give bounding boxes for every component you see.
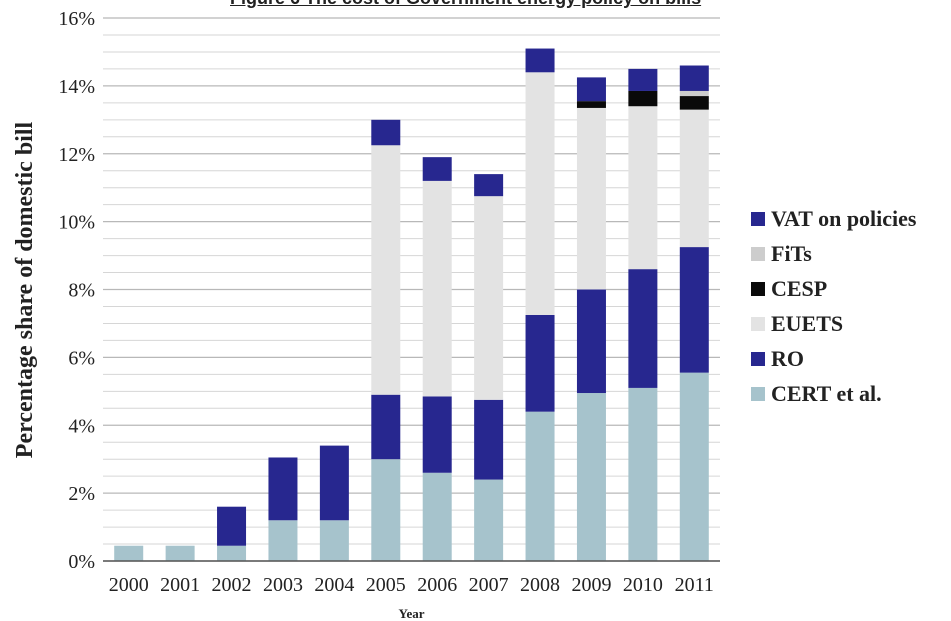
legend-swatch xyxy=(751,352,765,366)
bar-segment xyxy=(268,457,298,521)
bar-segment xyxy=(422,396,452,473)
bar-segment xyxy=(371,119,401,146)
x-tick-label: 2008 xyxy=(520,574,560,596)
bar-segment xyxy=(525,48,555,73)
bar-segment xyxy=(371,145,401,395)
x-tick-label: 2006 xyxy=(417,574,457,596)
y-tick-label: 0% xyxy=(68,551,95,573)
legend-swatch xyxy=(751,282,765,296)
x-tick-label: 2002 xyxy=(212,574,252,596)
y-tick-label: 14% xyxy=(58,76,95,98)
y-tick-label: 4% xyxy=(68,415,95,437)
bar-segment xyxy=(474,479,504,561)
legend-label: EUETS xyxy=(771,311,843,336)
x-tick-label: 2003 xyxy=(263,574,303,596)
x-tick-label: 2000 xyxy=(109,574,149,596)
legend-label: VAT on policies xyxy=(771,206,917,231)
legend-swatch xyxy=(751,247,765,261)
legend-label: CESP xyxy=(771,276,827,301)
bar-segment xyxy=(679,372,709,561)
y-tick-label: 10% xyxy=(58,212,95,234)
y-tick-label: 12% xyxy=(58,144,95,166)
bar-segment xyxy=(319,520,349,561)
bar-segment xyxy=(628,387,658,561)
figure-caption: Figure 6 The cost of Government energy p… xyxy=(230,0,701,9)
bar-segment xyxy=(217,506,247,546)
bar-segment xyxy=(576,289,606,394)
y-tick-label: 6% xyxy=(68,347,95,369)
legend-label: RO xyxy=(771,346,804,371)
bar-segment xyxy=(268,520,298,561)
legend-label: FiTs xyxy=(771,241,812,266)
bar-segment xyxy=(628,68,658,91)
x-tick-label: 2001 xyxy=(160,574,200,596)
bar-segment xyxy=(371,459,401,561)
bar-segment xyxy=(679,247,709,373)
y-axis-ticks: 0% 2% 4% 6% 8% 10% 12% 14% 16% xyxy=(58,8,95,573)
x-axis-title: Year xyxy=(399,606,425,621)
bar-segment xyxy=(319,445,349,521)
legend-swatch xyxy=(751,317,765,331)
legend-label: CERT et al. xyxy=(771,381,882,406)
bar-segment xyxy=(576,77,606,102)
bar-segment xyxy=(628,269,658,388)
x-tick-label: 2011 xyxy=(675,574,714,596)
bar-segment xyxy=(679,65,709,91)
legend-swatch xyxy=(751,212,765,226)
legend-swatch xyxy=(751,387,765,401)
x-tick-label: 2004 xyxy=(314,574,354,596)
bar-segment xyxy=(474,196,504,400)
x-axis-ticks: 2000 2001 2002 2003 2004 2005 2006 2007 2008 2009… xyxy=(109,574,714,596)
bar-segment xyxy=(474,399,504,480)
bar-segment xyxy=(422,180,452,397)
x-tick-label: 2010 xyxy=(623,574,663,596)
x-tick-label: 2005 xyxy=(366,574,406,596)
y-tick-label: 2% xyxy=(68,483,95,505)
gridlines xyxy=(103,17,720,562)
bar-segment xyxy=(576,101,606,108)
bar-segment xyxy=(371,394,401,460)
bar-segment xyxy=(679,90,709,97)
bar-segment xyxy=(422,157,452,181)
bar-segment xyxy=(628,90,658,107)
bar-segment xyxy=(628,106,658,270)
bar-segment xyxy=(525,314,555,412)
bar-segment xyxy=(114,545,144,561)
bar-segment xyxy=(165,545,195,561)
y-tick-label: 16% xyxy=(58,8,95,30)
bar-segment xyxy=(217,545,247,561)
bar-segment xyxy=(576,107,606,290)
x-tick-label: 2007 xyxy=(469,574,509,596)
bar-segment xyxy=(474,174,504,197)
bar-segment xyxy=(525,411,555,561)
bar-segment xyxy=(422,472,452,561)
bars xyxy=(114,48,709,561)
legend: VAT on policies FiTs CESP EUETS RO CERT et al… xyxy=(751,206,917,406)
bar-segment xyxy=(679,109,709,248)
y-tick-label: 8% xyxy=(68,280,95,302)
bar-segment xyxy=(525,72,555,315)
y-axis-title: Percentage share of domestic bill xyxy=(12,121,38,458)
bar-segment xyxy=(576,393,606,561)
bar-segment xyxy=(679,96,709,110)
x-tick-label: 2009 xyxy=(571,574,611,596)
